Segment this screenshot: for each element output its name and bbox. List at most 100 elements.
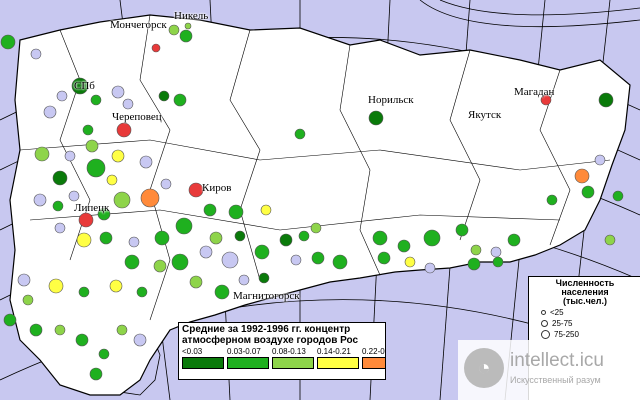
city-marker — [111, 85, 125, 99]
city-marker — [199, 245, 213, 259]
city-marker — [33, 193, 47, 207]
legend-class-2-swatch — [227, 357, 269, 369]
city-marker — [467, 257, 481, 271]
legend-class-1-range: <0.03 — [182, 347, 203, 356]
city-marker — [228, 204, 244, 220]
city-marker — [17, 273, 31, 287]
label-cherepovets: Череповец — [112, 111, 162, 123]
population-dot-medium — [541, 320, 548, 327]
city-marker — [594, 154, 606, 166]
city-marker — [158, 90, 170, 102]
city-marker — [160, 178, 172, 190]
watermark-logo-icon: ◔ — [464, 348, 504, 388]
city-marker — [153, 259, 167, 273]
label-spb: СПб — [74, 80, 95, 92]
city-marker — [54, 222, 66, 234]
city-marker — [372, 230, 388, 246]
population-title-line3: (тыс.чел.) — [562, 296, 608, 306]
city-marker — [332, 254, 348, 270]
city-marker — [598, 92, 614, 108]
population-row-3: 75-250 — [529, 330, 640, 339]
city-marker — [109, 279, 123, 293]
city-marker — [189, 275, 203, 289]
population-dot-small — [541, 310, 546, 315]
city-marker — [0, 34, 16, 50]
region-borders — [19, 14, 611, 321]
city-marker — [75, 333, 89, 347]
city-marker — [397, 239, 411, 253]
city-marker — [404, 256, 416, 268]
population-row-1-label: <25 — [550, 308, 564, 317]
city-marker — [546, 194, 558, 206]
city-marker — [56, 90, 68, 102]
city-marker — [221, 251, 239, 269]
population-title-line1: Численность — [555, 278, 615, 288]
city-marker — [260, 204, 272, 216]
city-marker — [116, 324, 128, 336]
legend-title-line1: Средние за 1992-1996 гг. концентр — [182, 324, 351, 335]
city-marker — [492, 256, 504, 268]
city-marker — [86, 158, 106, 178]
city-marker — [368, 110, 384, 126]
city-marker — [133, 333, 147, 347]
city-marker — [310, 222, 322, 234]
legend-class-3: 0.08-0.13 — [272, 347, 314, 369]
city-marker — [168, 24, 180, 36]
city-marker — [184, 22, 192, 30]
legend-title: Средние за 1992-1996 гг. концентр атмосф… — [179, 323, 385, 346]
city-marker — [175, 217, 193, 235]
city-marker — [470, 244, 482, 256]
city-marker — [52, 200, 64, 212]
city-marker — [29, 323, 43, 337]
city-marker — [89, 367, 103, 381]
city-marker — [48, 278, 64, 294]
city-marker — [234, 230, 246, 242]
city-marker — [238, 274, 250, 286]
legend-class-5: 0.22-0.3 — [362, 347, 385, 369]
label-magadan: Магадан — [514, 86, 555, 98]
city-marker — [64, 150, 76, 162]
legend-class-5-swatch — [362, 357, 385, 369]
city-marker — [128, 236, 140, 248]
city-marker — [581, 185, 595, 199]
city-marker — [34, 146, 50, 162]
watermark-logo-glyph: ◔ — [477, 355, 491, 380]
city-marker — [113, 191, 131, 209]
label-monchegorsk: Мончегорск — [110, 19, 167, 31]
city-marker — [490, 246, 502, 258]
city-marker — [98, 348, 110, 360]
city-marker — [298, 230, 310, 242]
city-marker — [136, 286, 148, 298]
legend-class-2: 0.03-0.07 — [227, 347, 269, 369]
city-marker — [540, 94, 552, 106]
city-marker — [179, 29, 193, 43]
city-marker — [76, 232, 92, 248]
city-marker — [173, 93, 187, 107]
city-marker — [604, 234, 616, 246]
label-kirov: Киров — [202, 182, 232, 194]
population-title-line2: населения — [561, 287, 609, 297]
population-legend-title: Численность населения (тыс.чел.) — [529, 277, 640, 306]
legend-class-5-range: 0.22-0.3 — [362, 347, 385, 356]
population-dot-large — [541, 330, 550, 339]
city-marker — [209, 231, 223, 245]
legend-class-3-range: 0.08-0.13 — [272, 347, 306, 356]
city-marker — [154, 230, 170, 246]
city-marker — [90, 94, 102, 106]
city-marker — [455, 223, 469, 237]
city-markers — [0, 22, 624, 381]
legend-class-1: <0.03 — [182, 347, 224, 369]
city-marker — [258, 272, 270, 284]
legend-class-4-range: 0.14-0.21 — [317, 347, 351, 356]
legend-class-3-swatch — [272, 357, 314, 369]
city-marker — [85, 139, 99, 153]
population-row-2: 25-75 — [529, 319, 640, 328]
legend-title-line2: атмосферном воздухе городов Рос — [182, 335, 359, 346]
legend-class-1-swatch — [182, 357, 224, 369]
population-row-3-label: 75-250 — [554, 330, 579, 339]
city-marker — [254, 244, 270, 260]
city-marker — [290, 254, 302, 266]
city-marker — [52, 170, 68, 186]
city-marker — [612, 190, 624, 202]
